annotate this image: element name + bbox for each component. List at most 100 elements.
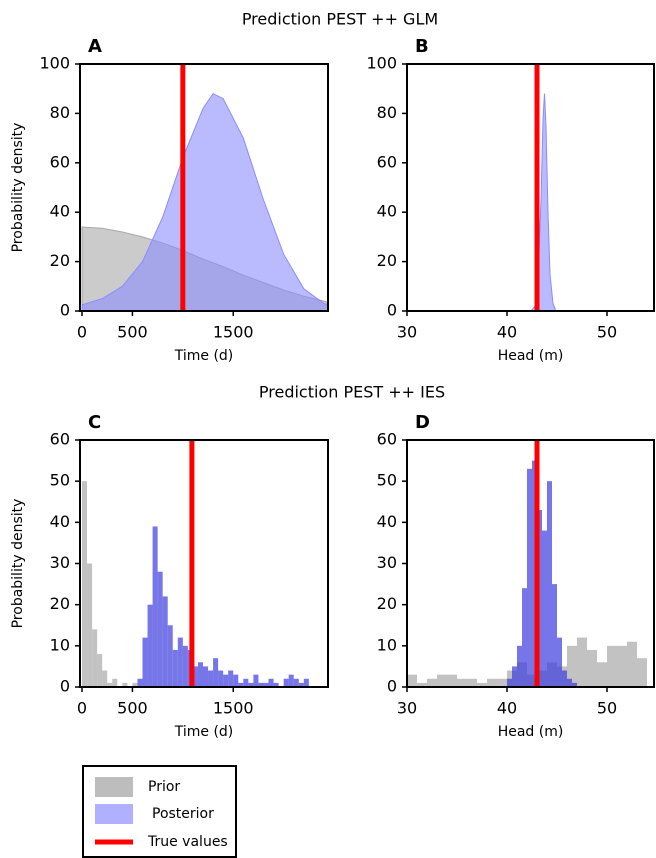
histogram-bar <box>607 645 617 687</box>
histogram-bar <box>172 649 178 687</box>
histogram-bar <box>407 674 417 687</box>
x-tick-label: 0 <box>77 323 87 342</box>
histogram-bar <box>102 670 108 687</box>
axes-frame <box>79 63 329 312</box>
y-tick-label: 50 <box>50 471 70 490</box>
panel-label: C <box>88 412 101 433</box>
x-axis-label: Head (m) <box>498 724 564 740</box>
y-tick-label: 0 <box>60 677 70 696</box>
panel-label: B <box>415 36 429 57</box>
histogram-bar <box>557 637 562 687</box>
histogram-bar <box>587 649 597 687</box>
histogram-bar <box>228 670 234 687</box>
y-axis-label: Probability density <box>10 123 26 253</box>
x-axis-label: Time (d) <box>174 724 234 740</box>
histogram-bar <box>572 682 577 687</box>
histogram-bar <box>467 678 477 687</box>
y-tick-label: 0 <box>387 677 397 696</box>
histogram-bar <box>157 571 163 687</box>
histogram-bar <box>142 637 148 687</box>
histogram-bar <box>273 682 279 687</box>
x-tick-label: 0 <box>77 699 87 718</box>
histogram-bar <box>152 526 158 687</box>
axes-frame <box>406 63 655 312</box>
histogram-bar <box>182 645 188 687</box>
histogram-bar <box>477 682 487 687</box>
histogram-bar <box>268 678 274 687</box>
histogram-bar <box>197 662 203 687</box>
histogram-bar <box>218 670 224 687</box>
y-tick-label: 40 <box>377 512 397 531</box>
histogram-bar <box>258 682 264 687</box>
histogram-bar <box>627 641 637 687</box>
plot-area <box>81 64 328 311</box>
legend-label: Prior <box>148 779 180 795</box>
y-tick-label: 20 <box>50 251 70 270</box>
histogram-bar <box>542 530 547 687</box>
histogram-bar <box>517 645 522 687</box>
histogram-bar <box>82 481 88 687</box>
y-tick-label: 0 <box>387 301 397 320</box>
histogram-bar <box>132 682 138 687</box>
y-tick-label: 20 <box>377 251 397 270</box>
histogram-bar <box>447 674 457 687</box>
plot-area <box>82 440 309 687</box>
y-tick-label: 0 <box>60 301 70 320</box>
y-tick-label: 60 <box>377 152 397 171</box>
histogram-bar <box>238 682 244 687</box>
x-tick-label: 1500 <box>213 699 254 718</box>
panel-label: D <box>415 412 430 433</box>
x-axis-label: Time (d) <box>174 348 234 364</box>
density-area <box>81 93 328 311</box>
histogram-bar <box>512 666 517 687</box>
histogram-bar <box>427 678 437 687</box>
histogram-bar <box>223 674 229 687</box>
histogram-bar <box>243 678 249 687</box>
histogram-bar <box>87 563 93 687</box>
histogram-bar <box>497 678 507 687</box>
y-tick-label: 40 <box>50 202 70 221</box>
y-tick-label: 60 <box>50 152 70 171</box>
histogram-bar <box>107 682 113 687</box>
panel-label: A <box>88 36 102 57</box>
histogram-bar <box>283 678 289 687</box>
x-tick-label: 500 <box>117 699 148 718</box>
histogram-bar <box>298 682 304 687</box>
y-tick-label: 30 <box>377 553 397 572</box>
histogram-bar <box>417 682 427 687</box>
y-tick-label: 60 <box>50 430 70 449</box>
y-tick-label: 100 <box>39 54 70 73</box>
histogram-bar <box>567 645 577 687</box>
y-tick-label: 80 <box>377 103 397 122</box>
y-tick-label: 20 <box>377 594 397 613</box>
histogram-bar <box>617 645 627 687</box>
histogram-bar <box>577 637 587 687</box>
histogram-bar <box>457 678 467 687</box>
histogram-bar <box>97 654 103 687</box>
x-axis-label: Head (m) <box>498 348 564 364</box>
panel-group-title: Prediction PEST ++ GLM <box>242 10 438 29</box>
legend-swatch <box>95 777 133 797</box>
y-tick-label: 20 <box>50 594 70 613</box>
x-tick-label: 40 <box>497 323 517 342</box>
histogram-bar <box>147 604 153 687</box>
histogram-bar <box>92 629 98 687</box>
x-tick-label: 40 <box>497 699 517 718</box>
x-tick-label: 30 <box>397 699 417 718</box>
y-tick-label: 30 <box>50 553 70 572</box>
x-tick-label: 50 <box>597 699 617 718</box>
y-tick-label: 40 <box>377 202 397 221</box>
y-tick-label: 10 <box>377 635 397 654</box>
x-tick-label: 1500 <box>213 323 254 342</box>
histogram-bar <box>213 658 219 687</box>
histogram-bar <box>507 678 512 687</box>
y-tick-label: 50 <box>377 471 397 490</box>
legend-label: Posterior <box>152 806 214 822</box>
histogram-bar <box>233 674 239 687</box>
axes-frame <box>406 439 655 688</box>
y-tick-label: 80 <box>50 103 70 122</box>
histogram-bar <box>253 674 259 687</box>
plot-area <box>530 64 557 311</box>
x-tick-label: 500 <box>117 323 148 342</box>
